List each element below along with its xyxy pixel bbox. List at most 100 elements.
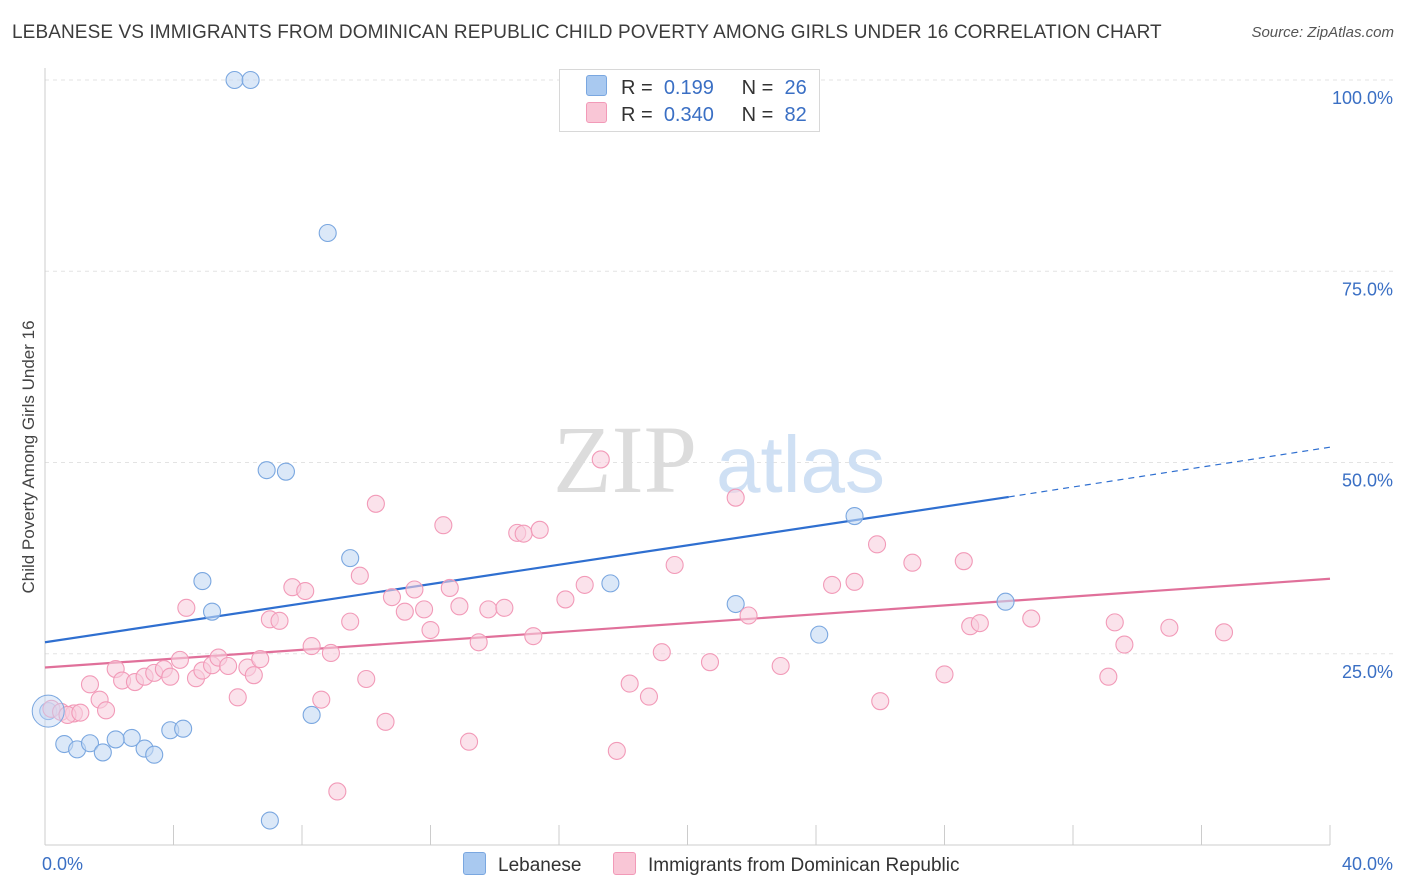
lebanese-point — [193, 572, 212, 591]
bottom-legend-swatch-lebanese — [463, 852, 486, 875]
lebanese-point — [276, 462, 295, 481]
dominican-point — [341, 612, 360, 631]
lebanese-point — [260, 811, 279, 830]
y-axis-label: Child Poverty Among Girls Under 16 — [19, 320, 38, 593]
source-label: Source: ZipAtlas.com — [1251, 24, 1394, 41]
dominican-point — [739, 606, 758, 625]
lebanese-point — [145, 745, 164, 764]
legend-n-label: N = — [741, 104, 774, 126]
legend-r-label: R = — [621, 77, 653, 99]
dominican-point — [440, 578, 459, 598]
lebanese-point — [996, 592, 1015, 611]
lebanese-point — [106, 730, 125, 749]
dominican-point — [395, 602, 414, 621]
dominican-point — [357, 669, 376, 689]
lebanese-point — [341, 549, 360, 568]
dominican-point — [219, 656, 238, 676]
dominican-point — [161, 667, 180, 686]
legend-r-value: 0.199 — [663, 77, 714, 99]
dominican-point — [321, 643, 340, 663]
legend-swatch-dominican — [586, 102, 607, 123]
dominican-point — [530, 520, 549, 539]
lebanese-point-large — [31, 694, 65, 728]
lebanese-point — [318, 223, 337, 243]
dominican-point — [251, 650, 270, 669]
bottom-legend-dominican: Immigrants from Dominican Republic — [613, 852, 960, 877]
dominican-point — [328, 782, 347, 801]
dominican-point — [867, 535, 887, 554]
dominican-point — [244, 666, 263, 685]
lebanese-point — [845, 506, 864, 526]
lebanese-point — [225, 70, 244, 90]
watermark-atlas: atlas — [716, 420, 885, 509]
dominican-point — [71, 703, 90, 722]
dominican-point — [524, 627, 543, 646]
lebanese-point — [174, 719, 193, 738]
dominican-point — [700, 653, 720, 672]
dominican-point — [469, 633, 488, 652]
lebanese-point — [601, 574, 620, 593]
lebanese-point — [302, 705, 321, 725]
dominican-point — [591, 450, 610, 469]
dominican-point — [771, 656, 790, 676]
legend-row-lebanese: R = 0.199 N = 26 — [586, 75, 807, 99]
dominican-point — [1115, 635, 1134, 654]
dominican-point — [96, 701, 116, 720]
dominican-point — [556, 590, 575, 609]
bottom-legend-label: Lebanese — [498, 855, 582, 876]
x-tick-label: 40.0% — [1342, 854, 1393, 874]
dominican-point — [871, 692, 890, 711]
lebanese-point — [80, 734, 100, 753]
dominican-point — [903, 553, 922, 572]
legend-n-value: 26 — [784, 77, 807, 99]
dominican-point — [376, 712, 395, 731]
lebanese-point — [726, 594, 745, 614]
watermark-zip: ZIP — [553, 406, 697, 513]
dominican-point — [80, 675, 100, 694]
legend-n-label: N = — [741, 77, 774, 99]
dominican-point — [823, 575, 842, 594]
dominican-point — [459, 732, 479, 751]
bottom-legend-label: Immigrants from Dominican Republic — [648, 855, 960, 876]
dominican-point — [228, 688, 247, 707]
dominican-point — [177, 598, 196, 617]
dominican-point — [935, 665, 954, 684]
lebanese-point — [203, 602, 222, 621]
dominican-point — [1160, 618, 1179, 637]
dominican-point — [415, 600, 434, 619]
dominican-point — [1099, 667, 1118, 686]
dominican-point — [434, 516, 453, 535]
dominican-point — [970, 614, 989, 633]
dominican-point — [639, 687, 659, 706]
dominican-point — [366, 494, 385, 513]
dominican-point — [405, 580, 424, 599]
dominican-point — [421, 620, 440, 640]
dominican-point — [1214, 623, 1234, 642]
dominican-point — [1022, 609, 1041, 628]
lebanese-trend-line — [44, 495, 1009, 644]
legend-n-value: 82 — [784, 104, 807, 126]
dominican-point — [479, 600, 498, 619]
dominican-point — [312, 690, 331, 709]
bottom-legend-lebanese: Lebanese — [463, 852, 581, 877]
y-tick-label: 25.0% — [1342, 662, 1393, 682]
dominican-point — [170, 650, 189, 669]
dominican-point — [296, 581, 315, 601]
dominican-point — [575, 575, 594, 594]
chart-title: LEBANESE VS IMMIGRANTS FROM DOMINICAN RE… — [12, 22, 1162, 43]
y-tick-label: 75.0% — [1342, 279, 1393, 299]
legend-swatch-lebanese — [586, 75, 607, 96]
lebanese-point — [257, 461, 276, 480]
legend-box: R = 0.199 N = 26 R = 0.340 N = 82 — [559, 69, 820, 132]
dominican-point — [270, 611, 289, 630]
dominican-point — [726, 488, 745, 507]
legend-r-value: 0.340 — [663, 104, 714, 126]
y-tick-label: 100.0% — [1332, 88, 1393, 108]
dominican-point — [495, 598, 514, 617]
y-tick-label: 50.0% — [1342, 471, 1393, 491]
bottom-legend-swatch-dominican — [613, 852, 636, 875]
dominican-point — [954, 552, 973, 571]
dominican-point — [607, 741, 626, 760]
dominican-point — [845, 572, 864, 591]
dominican-point — [302, 637, 321, 656]
